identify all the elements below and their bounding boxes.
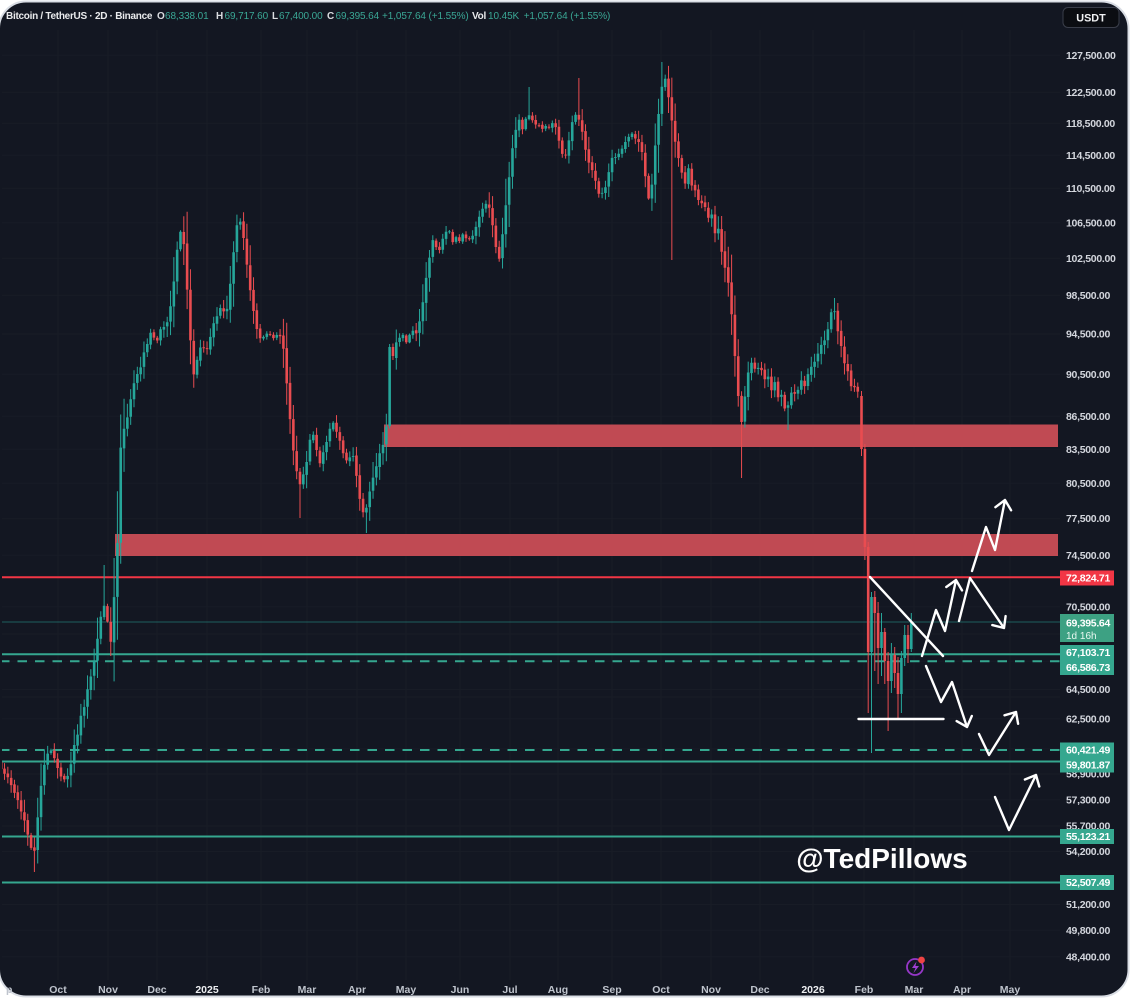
svg-text:C: C — [327, 11, 334, 22]
svg-text:+1,057.64 (+1.55%): +1,057.64 (+1.55%) — [524, 11, 611, 22]
svg-text:Feb: Feb — [855, 984, 874, 996]
svg-text:Sep: Sep — [602, 984, 621, 996]
svg-text:Bitcoin / TetherUS · 2D · Bina: Bitcoin / TetherUS · 2D · Binance — [6, 11, 153, 22]
svg-text:114,500.00: 114,500.00 — [1066, 150, 1115, 162]
svg-text:52,507.49: 52,507.49 — [1066, 877, 1110, 889]
svg-text:49,800.00: 49,800.00 — [1066, 925, 1110, 937]
svg-text:+1,057.64 (+1.55%): +1,057.64 (+1.55%) — [382, 11, 469, 22]
svg-text:64,500.00: 64,500.00 — [1066, 684, 1110, 696]
svg-text:Jul: Jul — [502, 984, 517, 996]
svg-text:59,801.87: 59,801.87 — [1066, 760, 1110, 772]
svg-text:Dec: Dec — [147, 984, 166, 996]
svg-text:2026: 2026 — [801, 984, 825, 996]
svg-text:69,717.60: 69,717.60 — [225, 11, 269, 22]
svg-text:Mar: Mar — [298, 984, 317, 996]
svg-text:74,500.00: 74,500.00 — [1066, 550, 1110, 562]
svg-text:90,500.00: 90,500.00 — [1066, 369, 1110, 381]
svg-text:66,586.73: 66,586.73 — [1066, 662, 1110, 674]
svg-text:Feb: Feb — [252, 984, 271, 996]
svg-text:@TedPillows: @TedPillows — [796, 843, 967, 874]
svg-text:68,338.01: 68,338.01 — [165, 11, 209, 22]
svg-text:67,103.71: 67,103.71 — [1066, 647, 1110, 659]
svg-text:98,500.00: 98,500.00 — [1066, 290, 1110, 302]
svg-text:10.45K: 10.45K — [488, 11, 520, 22]
svg-text:110,500.00: 110,500.00 — [1066, 183, 1115, 195]
svg-text:Oct: Oct — [49, 984, 67, 996]
svg-text:May: May — [1000, 984, 1021, 996]
svg-text:1d 16h: 1d 16h — [1066, 631, 1097, 642]
svg-text:48,400.00: 48,400.00 — [1066, 951, 1110, 963]
svg-text:122,500.00: 122,500.00 — [1066, 87, 1116, 99]
svg-text:69,395.64: 69,395.64 — [1066, 618, 1110, 630]
svg-text:H: H — [216, 11, 223, 22]
svg-text:60,421.49: 60,421.49 — [1066, 745, 1110, 757]
svg-text:72,824.71: 72,824.71 — [1066, 573, 1110, 585]
svg-text:Jun: Jun — [451, 984, 470, 996]
svg-text:106,500.00: 106,500.00 — [1066, 217, 1116, 229]
svg-text:Aug: Aug — [548, 984, 568, 996]
svg-text:2025: 2025 — [195, 984, 219, 996]
svg-text:94,500.00: 94,500.00 — [1066, 329, 1110, 341]
svg-text:Mar: Mar — [905, 984, 924, 996]
svg-text:127,500.00: 127,500.00 — [1066, 50, 1116, 62]
svg-text:O: O — [157, 11, 165, 22]
svg-text:55,123.21: 55,123.21 — [1066, 831, 1110, 843]
svg-text:77,500.00: 77,500.00 — [1066, 513, 1110, 525]
svg-text:Dec: Dec — [750, 984, 769, 996]
svg-text:Nov: Nov — [98, 984, 118, 996]
svg-text:118,500.00: 118,500.00 — [1066, 118, 1115, 130]
svg-text:62,500.00: 62,500.00 — [1066, 713, 1110, 725]
svg-text:102,500.00: 102,500.00 — [1066, 253, 1116, 265]
svg-text:80,500.00: 80,500.00 — [1066, 478, 1110, 490]
svg-text:Apr: Apr — [953, 984, 971, 996]
svg-text:51,200.00: 51,200.00 — [1066, 899, 1110, 911]
svg-text:83,500.00: 83,500.00 — [1066, 444, 1110, 456]
svg-text:69,395.64: 69,395.64 — [336, 11, 380, 22]
svg-text:Nov: Nov — [701, 984, 721, 996]
svg-text:67,400.00: 67,400.00 — [279, 11, 323, 22]
svg-text:p: p — [6, 984, 12, 996]
svg-text:Apr: Apr — [348, 984, 366, 996]
svg-text:L: L — [272, 11, 278, 22]
svg-text:May: May — [396, 984, 417, 996]
svg-text:70,500.00: 70,500.00 — [1066, 601, 1110, 613]
svg-text:Oct: Oct — [652, 984, 670, 996]
svg-text:86,500.00: 86,500.00 — [1066, 411, 1110, 423]
svg-text:54,200.00: 54,200.00 — [1066, 846, 1110, 858]
svg-text:USDT: USDT — [1076, 13, 1106, 25]
svg-text:Vol: Vol — [472, 11, 486, 22]
svg-text:57,300.00: 57,300.00 — [1066, 794, 1110, 806]
